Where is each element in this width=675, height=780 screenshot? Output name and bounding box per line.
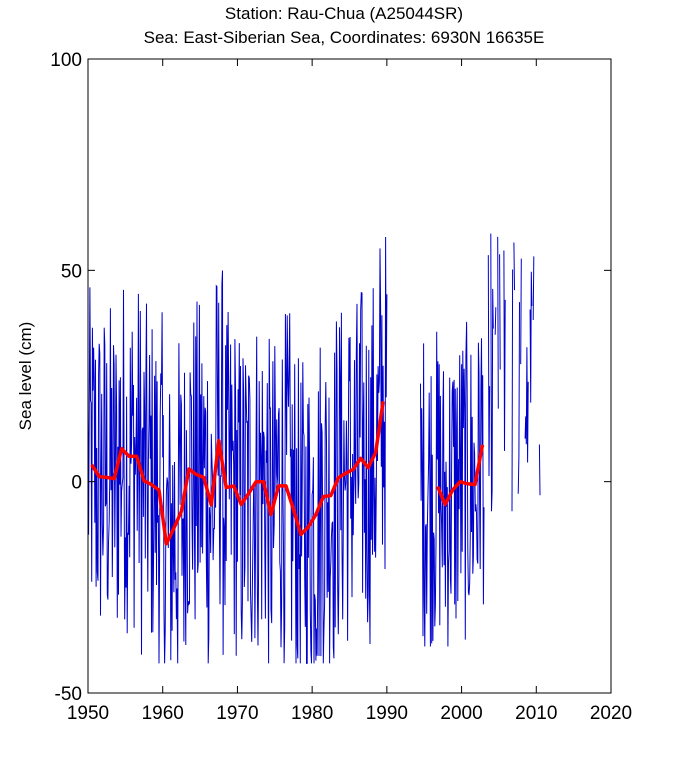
annual-mean-point <box>263 481 265 483</box>
y-axis-label: Sea level (cm) <box>16 322 35 431</box>
annual-mean-point <box>218 440 220 442</box>
annual-mean-point <box>278 485 280 487</box>
annual-mean-point <box>307 526 309 528</box>
annual-mean-point <box>106 476 108 478</box>
annual-mean-point <box>248 493 250 495</box>
annual-mean-point <box>210 504 212 506</box>
x-tick-label: 1960 <box>142 703 184 724</box>
monthly-series-line <box>420 321 485 647</box>
x-tick-label: 1990 <box>366 703 408 724</box>
monthly-series-line <box>524 347 529 463</box>
annual-mean-point <box>180 510 182 512</box>
annual-mean-point <box>375 452 377 454</box>
annual-mean-point <box>98 476 100 478</box>
annual-mean-point <box>136 455 138 457</box>
annual-mean-point <box>315 514 317 516</box>
annual-mean-line <box>90 401 385 546</box>
annual-mean-point <box>481 444 483 446</box>
x-tick-label: 2010 <box>515 703 557 724</box>
y-tick-label: 0 <box>71 473 82 494</box>
annual-mean-point <box>322 495 324 497</box>
annual-mean-point <box>345 472 347 474</box>
x-tick-label: 1970 <box>216 703 258 724</box>
annual-mean-point <box>233 485 235 487</box>
plot-frame <box>87 58 612 694</box>
monthly-series-line <box>87 236 388 664</box>
annual-mean-point <box>270 514 272 516</box>
annual-mean-point <box>113 478 115 480</box>
annual-mean-point <box>165 543 167 545</box>
annual-mean-point <box>128 455 130 457</box>
monthly-series-line <box>490 233 494 512</box>
annual-mean-point <box>437 486 439 488</box>
monthly-series-line <box>503 250 506 451</box>
monthly-series-line <box>517 302 520 494</box>
y-tick-label: -50 <box>55 684 82 705</box>
annual-mean-point <box>444 503 446 505</box>
annual-mean-point <box>151 484 153 486</box>
annual-mean-point <box>467 483 469 485</box>
annual-mean-point <box>121 448 123 450</box>
annual-mean-point <box>459 481 461 483</box>
chart-title: Station: Rau-Chua (A25044SR) <box>225 4 463 23</box>
annual-mean-point <box>337 477 339 479</box>
annual-mean-point <box>352 468 354 470</box>
annual-mean-point <box>452 489 454 491</box>
annual-mean-point <box>225 487 227 489</box>
annual-mean-point <box>158 489 160 491</box>
annual-mean-point <box>292 509 294 511</box>
monthly-series-line <box>487 255 491 477</box>
plot-series <box>87 233 541 664</box>
annual-mean-point <box>188 468 190 470</box>
x-tick-label: 1950 <box>67 703 109 724</box>
annual-mean-point <box>474 484 476 486</box>
annual-mean-point <box>240 503 242 505</box>
annual-mean-point <box>285 485 287 487</box>
monthly-series-line <box>538 444 541 496</box>
y-tick-label: 100 <box>50 50 82 71</box>
annual-mean-point <box>91 464 93 466</box>
annual-mean-point <box>195 473 197 475</box>
monthly-series-line <box>513 242 515 291</box>
annual-mean-point <box>173 527 175 529</box>
annual-mean-point <box>143 480 145 482</box>
y-tick-label: 50 <box>61 261 82 282</box>
annual-mean-point <box>367 467 369 469</box>
monthly-series-line <box>511 269 514 512</box>
annual-mean-point <box>382 400 384 402</box>
monthly-series-line <box>494 307 497 335</box>
x-axis: 1950 1960 1970 1980 1990 2000 2010 2020 <box>67 59 632 724</box>
monthly-series-line <box>497 236 499 409</box>
monthly-series-line <box>520 258 522 365</box>
annual-mean-point <box>330 495 332 497</box>
x-tick-label: 1980 <box>291 703 333 724</box>
monthly-series-line <box>529 271 533 403</box>
monthly-series-line <box>499 254 501 370</box>
annual-mean-point <box>203 476 205 478</box>
monthly-series-line <box>532 256 535 321</box>
x-tick-label: 2020 <box>590 703 632 724</box>
y-axis: -50 0 50 100 <box>50 50 611 705</box>
chart-subtitle: Sea: East-Siberian Sea, Coordinates: 693… <box>144 28 545 47</box>
annual-mean-point <box>300 534 302 535</box>
x-tick-label: 2000 <box>440 703 482 724</box>
annual-mean-point <box>255 481 257 483</box>
annual-mean-point <box>360 457 362 459</box>
